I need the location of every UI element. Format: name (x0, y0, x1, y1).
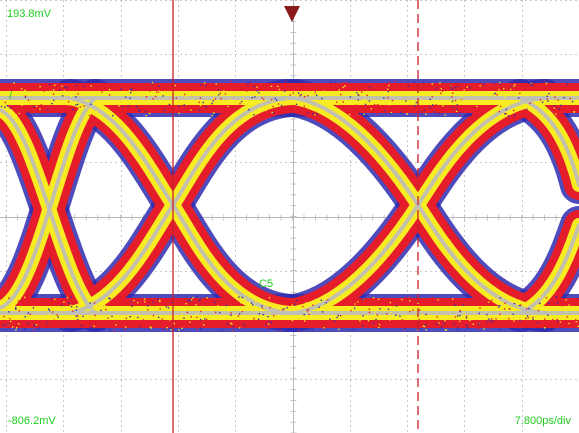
channel-label: C5 (259, 278, 274, 290)
eye-mid-band (0, 83, 579, 328)
eye-noise-speckle (0, 81, 579, 332)
trigger-down-triangle-icon[interactable] (284, 6, 300, 22)
vertical-bottom-readout: -806.2mV (8, 415, 56, 427)
timebase-readout: 7.800ps/div (514, 415, 571, 427)
channel-level-marker: / (9, 90, 13, 102)
vertical-top-readout: 193.8mV (7, 8, 52, 20)
eye-pattern (0, 79, 579, 332)
